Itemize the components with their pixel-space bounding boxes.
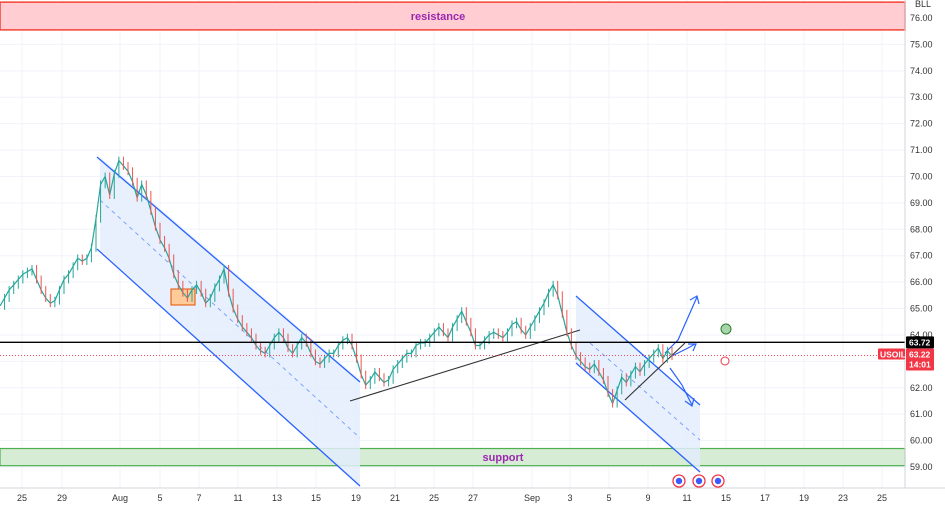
time-tick-label: 27 — [468, 493, 478, 503]
price-tick-label: 76.00 — [910, 13, 933, 23]
price-tick-label: 64.00 — [910, 330, 933, 340]
drawings[interactable] — [96, 156, 732, 487]
grid — [0, 0, 905, 488]
time-tick-label: 29 — [57, 493, 67, 503]
price-tick-label: 67.00 — [910, 251, 933, 261]
arrow-up-short-head — [688, 343, 697, 352]
price-axis[interactable]: 59.00 60.00 61.00 62.00 64.00 65.00 66.00 67.00… — [904, 0, 933, 488]
channel-1-fill — [100, 157, 360, 487]
price-tick-label: 75.00 — [910, 39, 933, 49]
price-series-line — [0, 159, 673, 406]
red-marker[interactable] — [720, 356, 730, 366]
support-zone[interactable] — [0, 447, 906, 467]
time-tick-label: Sep — [524, 493, 540, 503]
resistance-label: resistance — [411, 11, 465, 23]
time-tick-label: 23 — [838, 493, 848, 503]
price-tick-label: 72.00 — [910, 119, 933, 129]
time-tick-label: 19 — [799, 493, 809, 503]
channel-1-lower[interactable] — [96, 248, 361, 487]
support-label: support — [483, 452, 524, 464]
arrow-up-long[interactable] — [664, 296, 698, 354]
channel-2-lower[interactable] — [575, 362, 701, 473]
rising-trendline[interactable] — [349, 329, 581, 402]
price-tick-label: 59.00 — [910, 462, 933, 472]
economic-events[interactable] — [672, 474, 725, 488]
channel-1-mid — [99, 199, 361, 439]
price-tick-label: 70.00 — [910, 171, 933, 181]
price-tick-label: 68.00 — [910, 224, 933, 234]
key-level-value: 63.72 — [909, 337, 931, 347]
key-level-tag: 63.72 — [906, 336, 934, 349]
channel-2-fill — [576, 297, 700, 472]
arrow-up-short[interactable] — [671, 343, 696, 357]
symbol-name: USOIL — [880, 350, 906, 360]
time-tick-label: 11 — [682, 493, 691, 503]
time-tick-label: 25 — [429, 493, 439, 503]
time-tick-label: 3 — [567, 493, 572, 503]
arrow-down[interactable] — [669, 367, 693, 406]
time-tick-label: 25 — [877, 493, 887, 503]
price-tick-label: 61.00 — [910, 409, 933, 419]
price-tick-label: 73.00 — [910, 92, 933, 102]
last-price-tag: 63.22 14:01 — [906, 348, 934, 371]
symbol-tag: USOIL — [878, 348, 906, 360]
time-tick-label: 5 — [606, 493, 611, 503]
price-tick-label: 60.00 — [910, 436, 933, 446]
event-flag-dot — [714, 477, 722, 485]
price-tick-label: 71.00 — [910, 145, 933, 155]
time-tick-label: 19 — [351, 493, 361, 503]
arrow-down-head — [684, 397, 695, 408]
time-tick-label: 11 — [233, 493, 242, 503]
time-tick-label: 15 — [311, 493, 321, 503]
currency-label: BLL — [915, 0, 931, 9]
event-flag-dot — [695, 477, 703, 485]
price-tick-label: 65.00 — [910, 304, 933, 314]
time-tick-label: 21 — [390, 493, 400, 503]
price-tick-label: 66.00 — [910, 277, 933, 287]
countdown-value: 14:01 — [909, 360, 931, 370]
time-tick-label: Aug — [112, 493, 128, 503]
event-flag-dot — [675, 477, 683, 485]
channel-2-mid — [589, 342, 701, 441]
time-tick-label: 9 — [645, 493, 650, 503]
time-tick-label: 15 — [721, 493, 731, 503]
time-tick-label: 25 — [17, 493, 27, 503]
price-tick-label: 74.00 — [910, 66, 933, 76]
time-axis[interactable]: 25 29 Aug 5 7 11 13 15 19 21 25 27 Sep 3 5 9 11 15 17 19 23 2… — [0, 487, 945, 503]
candles — [4, 156, 673, 408]
price-tick-label: 69.00 — [910, 198, 933, 208]
wedge-lower-line[interactable] — [624, 342, 686, 401]
arrow-up-long-head — [689, 295, 700, 305]
price-tick-label: 62.00 — [910, 383, 933, 393]
channel-2-upper[interactable] — [575, 295, 701, 406]
time-tick-label: 7 — [196, 493, 201, 503]
last-price-value: 63.22 — [909, 350, 931, 360]
time-tick-label: 17 — [760, 493, 770, 503]
time-tick-label: 5 — [157, 493, 162, 503]
green-marker[interactable] — [720, 323, 732, 335]
time-tick-label: 13 — [272, 493, 282, 503]
